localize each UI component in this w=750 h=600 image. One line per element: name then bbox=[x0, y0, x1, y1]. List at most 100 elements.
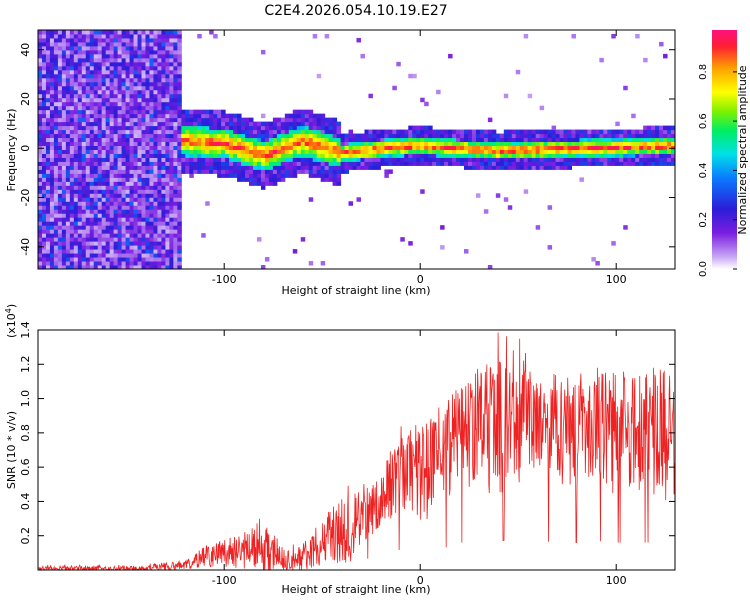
heatmap-cell bbox=[105, 265, 111, 269]
heatmap-cell bbox=[535, 165, 541, 170]
heatmap-cell bbox=[280, 125, 286, 131]
heatmap-cell bbox=[312, 133, 318, 139]
heatmap-cell bbox=[615, 153, 620, 158]
heatmap-cell bbox=[643, 129, 648, 135]
heatmap-cell bbox=[101, 69, 107, 75]
heatmap-cell bbox=[221, 133, 226, 139]
heatmap-cell bbox=[65, 153, 71, 158]
heatmap-cell bbox=[384, 169, 389, 174]
heatmap-cell bbox=[245, 117, 250, 123]
heatmap-cell bbox=[161, 41, 166, 47]
heatmap-cell bbox=[101, 77, 107, 83]
heatmap-cell bbox=[69, 137, 75, 143]
heatmap-cell bbox=[53, 169, 59, 174]
heatmap-cell bbox=[643, 137, 648, 143]
heatmap-cell bbox=[141, 153, 146, 158]
heatmap-cell bbox=[65, 173, 71, 178]
heatmap-cell bbox=[38, 185, 43, 190]
heatmap-cell bbox=[173, 73, 178, 79]
heatmap-cell bbox=[89, 65, 95, 71]
heatmap-cell bbox=[400, 237, 405, 242]
heatmap-cell bbox=[61, 217, 67, 222]
heatmap-cell bbox=[77, 225, 83, 230]
heatmap-cell bbox=[145, 229, 150, 234]
heatmap-cell bbox=[109, 129, 115, 135]
heatmap-cell bbox=[448, 141, 453, 147]
heatmap-cell bbox=[328, 157, 334, 162]
heatmap-cell bbox=[69, 189, 75, 194]
heatmap-cell bbox=[225, 125, 230, 131]
heatmap-cell bbox=[599, 57, 604, 63]
heatmap-cell bbox=[304, 125, 310, 131]
heatmap-cell bbox=[173, 69, 178, 75]
heatmap-cell bbox=[57, 209, 63, 214]
heatmap-cell bbox=[340, 137, 346, 143]
heatmap-cell bbox=[133, 105, 139, 111]
heatmap-cell bbox=[217, 109, 222, 115]
heatmap-cell bbox=[229, 125, 234, 131]
heatmap-cell bbox=[41, 65, 47, 71]
heatmap-cell bbox=[57, 185, 63, 190]
heatmap-cell bbox=[133, 165, 139, 170]
heatmap-cell bbox=[93, 137, 99, 143]
heatmap-cell bbox=[61, 105, 67, 111]
heatmap-cell bbox=[137, 161, 143, 166]
heatmap-cell bbox=[456, 153, 461, 158]
heatmap-cell bbox=[157, 201, 162, 206]
snr-y-tick-label: 1.0 bbox=[19, 390, 32, 408]
heatmap-cell bbox=[639, 153, 644, 158]
heatmap-cell bbox=[627, 153, 632, 158]
heatmap-cell bbox=[133, 57, 139, 63]
heatmap-cell bbox=[53, 89, 59, 95]
heatmap-cell bbox=[368, 145, 373, 150]
heatmap-cell bbox=[97, 261, 103, 266]
heatmap-cell bbox=[264, 169, 270, 174]
heatmap-cell bbox=[280, 153, 286, 158]
heatmap-cell bbox=[93, 229, 99, 234]
heatmap-cell bbox=[61, 41, 67, 47]
heatmap-cell bbox=[185, 129, 190, 135]
heatmap-cell bbox=[655, 149, 660, 154]
heatmap-cell bbox=[161, 85, 166, 91]
heatmap-cell bbox=[264, 161, 270, 166]
heatmap-cell bbox=[284, 121, 290, 127]
heatmap-cell bbox=[241, 137, 246, 143]
heatmap-cell bbox=[209, 121, 214, 127]
heatmap-cell bbox=[73, 109, 79, 115]
heatmap-cell bbox=[53, 53, 59, 59]
heatmap-cell bbox=[249, 117, 254, 123]
heatmap-cell bbox=[49, 61, 55, 67]
heatmap-cell bbox=[611, 161, 616, 166]
heatmap-cell bbox=[65, 73, 71, 79]
heatmap-cell bbox=[113, 161, 119, 166]
heatmap-cell bbox=[61, 93, 67, 99]
heatmap-cell bbox=[169, 185, 174, 190]
heatmap-cell bbox=[145, 153, 150, 158]
heatmap-cell bbox=[471, 137, 477, 143]
heatmap-cell bbox=[133, 45, 139, 51]
heatmap-cell bbox=[133, 65, 139, 71]
heatmap-cell bbox=[420, 137, 425, 143]
heatmap-cell bbox=[209, 133, 214, 139]
heatmap-cell bbox=[85, 45, 91, 51]
heatmap-cell bbox=[113, 77, 119, 83]
heatmap-cell bbox=[65, 37, 71, 43]
heatmap-cell bbox=[61, 209, 67, 214]
heatmap-cell bbox=[141, 265, 146, 269]
heatmap-cell bbox=[129, 177, 135, 182]
heatmap-cell bbox=[579, 133, 584, 139]
heatmap-cell bbox=[623, 137, 628, 143]
heatmap-cell bbox=[38, 173, 43, 178]
heatmap-cell bbox=[519, 165, 525, 170]
heatmap-cell bbox=[69, 245, 75, 250]
heatmap-cell bbox=[153, 161, 158, 166]
heatmap-cell bbox=[460, 137, 465, 143]
heatmap-cell bbox=[125, 85, 131, 91]
heatmap-cell bbox=[229, 137, 234, 143]
heatmap-cell bbox=[647, 137, 652, 143]
heatmap-cell bbox=[77, 117, 83, 123]
heatmap-cell bbox=[109, 30, 115, 35]
heatmap-cell bbox=[57, 149, 63, 154]
heatmap-cell bbox=[69, 193, 75, 198]
heatmap-cell bbox=[77, 209, 83, 214]
